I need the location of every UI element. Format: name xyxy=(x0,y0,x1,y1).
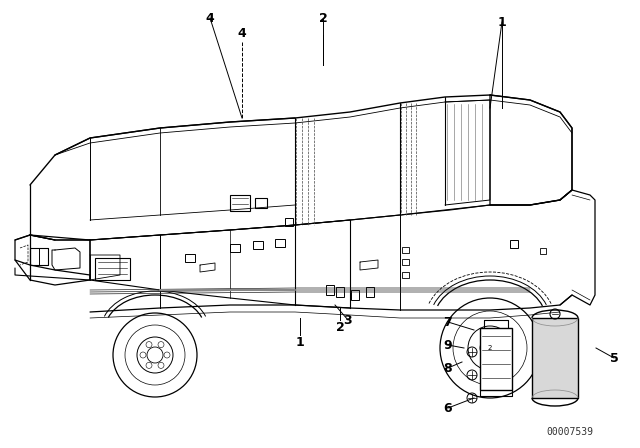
Bar xyxy=(230,195,250,211)
Text: 7: 7 xyxy=(444,315,452,328)
Bar xyxy=(540,248,546,254)
Text: 2: 2 xyxy=(488,345,492,351)
Text: 1: 1 xyxy=(296,336,305,349)
Bar xyxy=(402,259,409,265)
Text: 00007539: 00007539 xyxy=(547,427,593,437)
Text: 2: 2 xyxy=(319,12,328,25)
Bar xyxy=(532,318,578,398)
Text: 1: 1 xyxy=(498,16,506,29)
Bar xyxy=(255,198,267,208)
Bar xyxy=(366,287,374,297)
Bar xyxy=(351,290,359,300)
Bar xyxy=(275,239,285,247)
Bar xyxy=(510,240,518,248)
Bar xyxy=(402,247,409,253)
Bar xyxy=(230,244,240,252)
Text: 2: 2 xyxy=(335,320,344,333)
Bar xyxy=(285,218,293,226)
Bar xyxy=(326,285,334,295)
Text: 4: 4 xyxy=(237,26,246,39)
Text: 5: 5 xyxy=(610,352,618,365)
Bar xyxy=(480,328,512,390)
Bar xyxy=(253,241,263,249)
Bar xyxy=(95,258,130,280)
Text: 3: 3 xyxy=(344,314,352,327)
Text: 8: 8 xyxy=(444,362,452,375)
Bar xyxy=(185,254,195,262)
Text: 4: 4 xyxy=(205,12,214,25)
Bar xyxy=(336,287,344,297)
Text: 9: 9 xyxy=(444,339,452,352)
Bar xyxy=(402,272,409,278)
Text: 6: 6 xyxy=(444,401,452,414)
